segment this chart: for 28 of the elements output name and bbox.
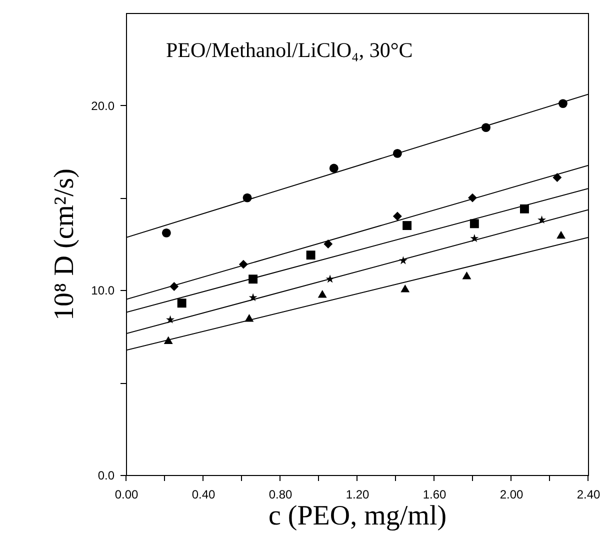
point [462, 272, 472, 280]
x-tick-label: 0.40 [192, 488, 216, 502]
point [162, 228, 171, 238]
point [177, 298, 186, 308]
point [552, 173, 562, 182]
x-tick-label: 1.60 [422, 488, 446, 502]
point [318, 290, 327, 298]
y-tick-label: 10.0 [91, 284, 115, 298]
y-tick-label: 20.0 [91, 98, 115, 113]
x-tick-label: 1.20 [346, 488, 370, 502]
x-tick-label: 0.00 [114, 488, 138, 502]
point [324, 240, 333, 248]
point [402, 221, 412, 230]
annotation: PEO/Methanol/LiClO₄, 30°C [166, 38, 413, 62]
x-tick-label: 0.80 [268, 488, 292, 502]
x-tick-label: 2.00 [500, 488, 524, 502]
x-axis-title: c (PEO, mg/ml) [268, 500, 447, 532]
point [329, 164, 338, 173]
point [306, 250, 316, 260]
point [520, 204, 529, 214]
y-tick-label: 0.0 [98, 468, 115, 482]
point [248, 274, 258, 284]
y-axis-title: 10⁸ D (cm²/s) [49, 168, 80, 320]
point [400, 284, 410, 292]
x-tick-label: 2.40 [576, 488, 600, 502]
point [392, 212, 402, 221]
point [470, 219, 479, 228]
point [556, 230, 566, 239]
